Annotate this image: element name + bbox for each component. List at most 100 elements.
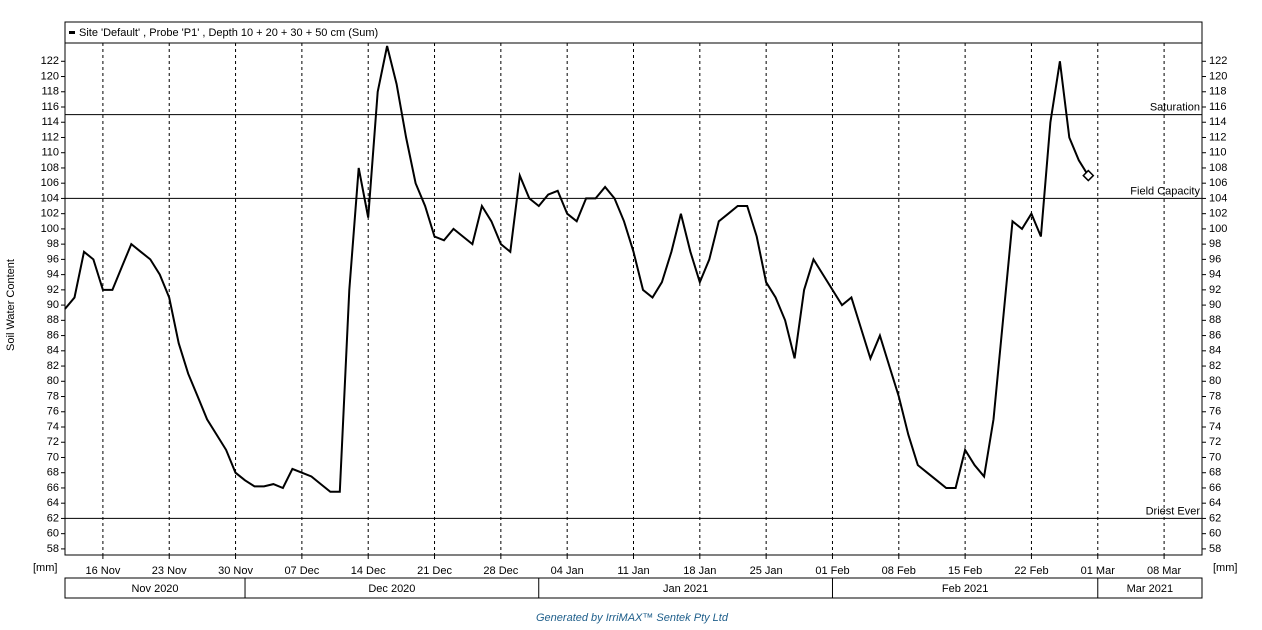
y2-tick-label: 104 (1209, 192, 1227, 204)
y-tick-label: 90 (47, 299, 59, 311)
y-tick-label: 66 (47, 482, 59, 494)
y-tick-label: 64 (47, 497, 59, 509)
y2-tick-label: 68 (1209, 467, 1221, 479)
y2-tick-label: 100 (1209, 223, 1227, 235)
x-tick-label: 08 Feb (882, 565, 916, 577)
y-tick-label: 102 (41, 208, 59, 220)
y2-tick-label: 94 (1209, 269, 1221, 281)
y2-tick-label: 70 (1209, 451, 1221, 463)
footer: Generated by IrriMAX™ Sentek Pty Ltd (536, 612, 729, 624)
y-tick-label: 70 (47, 451, 59, 463)
y2-tick-label: 102 (1209, 208, 1227, 220)
y-tick-label: 88 (47, 314, 59, 326)
reference-label: Driest Ever (1146, 505, 1201, 517)
y2-tick-label: 84 (1209, 345, 1221, 357)
y-unit-left: [mm] (33, 562, 57, 574)
y-tick-label: 120 (41, 70, 59, 82)
y2-tick-label: 66 (1209, 482, 1221, 494)
y-tick-label: 112 (41, 131, 59, 143)
reference-label: Field Capacity (1130, 185, 1200, 197)
y2-tick-label: 72 (1209, 436, 1221, 448)
y-tick-label: 122 (41, 55, 59, 67)
legend-swatch (69, 31, 75, 34)
x-tick-label: 22 Feb (1014, 565, 1048, 577)
y-tick-label: 118 (41, 86, 59, 98)
month-label: Jan 2021 (663, 583, 708, 595)
y2-tick-label: 64 (1209, 497, 1221, 509)
y2-tick-label: 90 (1209, 299, 1221, 311)
y2-tick-label: 86 (1209, 329, 1221, 341)
x-tick-label: 23 Nov (152, 565, 187, 577)
x-tick-label: 01 Mar (1081, 565, 1116, 577)
y-tick-label: 84 (47, 345, 59, 357)
month-band (64, 577, 1203, 599)
legend-label: Site 'Default' , Probe 'P1' , Depth 10 +… (79, 27, 378, 39)
reference-label: Saturation (1150, 102, 1200, 114)
x-tick-label: 08 Mar (1147, 565, 1182, 577)
y-tick-label: 100 (41, 223, 59, 235)
y2-tick-label: 80 (1209, 375, 1221, 387)
x-tick-label: 25 Jan (750, 565, 783, 577)
y2-tick-label: 114 (1209, 116, 1227, 128)
y-tick-label: 80 (47, 375, 59, 387)
y-tick-label: 110 (41, 147, 59, 159)
y-tick-label: 82 (47, 360, 59, 372)
y2-tick-label: 88 (1209, 314, 1221, 326)
x-tick-label: 28 Dec (483, 565, 518, 577)
x-tick-label: 15 Feb (948, 565, 982, 577)
y-tick-label: 98 (47, 238, 59, 250)
y2-tick-label: 108 (1209, 162, 1227, 174)
x-tick-label: 14 Dec (351, 565, 386, 577)
month-label: Feb 2021 (942, 583, 988, 595)
plot-area (64, 42, 1203, 556)
y-tick-label: 108 (41, 162, 59, 174)
y-tick-label: 58 (47, 543, 59, 555)
y2-tick-label: 62 (1209, 512, 1221, 524)
y-tick-label: 86 (47, 329, 59, 341)
y-tick-label: 104 (41, 192, 59, 204)
x-tick-label: 18 Jan (683, 565, 716, 577)
series-line (64, 45, 1090, 493)
y2-tick-label: 82 (1209, 360, 1221, 372)
y-tick-label: 60 (47, 528, 59, 540)
x-tick-label: 30 Nov (218, 565, 253, 577)
x-tick-label: 16 Nov (85, 565, 120, 577)
y-axis-label: Soil Water Content (5, 259, 17, 351)
x-tick-label: 01 Feb (815, 565, 849, 577)
y2-tick-label: 98 (1209, 238, 1221, 250)
y-unit-right: [mm] (1213, 562, 1237, 574)
month-label: Mar 2021 (1127, 583, 1173, 595)
y2-tick-label: 118 (1209, 86, 1227, 98)
y2-tick-label: 78 (1209, 390, 1221, 402)
y2-tick-label: 122 (1209, 55, 1227, 67)
y2-tick-label: 58 (1209, 543, 1221, 555)
y-tick-label: 76 (47, 406, 59, 418)
y2-tick-label: 60 (1209, 528, 1221, 540)
y2-tick-label: 110 (1209, 147, 1227, 159)
y-tick-label: 68 (47, 467, 59, 479)
y2-tick-label: 96 (1209, 253, 1221, 265)
y2-tick-label: 116 (1209, 101, 1227, 113)
y-tick-label: 114 (41, 116, 59, 128)
month-label: Nov 2020 (131, 583, 178, 595)
end-marker (1082, 169, 1095, 182)
y-tick-label: 72 (47, 436, 59, 448)
y2-tick-label: 120 (1209, 70, 1227, 82)
y2-tick-label: 112 (1209, 131, 1227, 143)
y2-tick-label: 74 (1209, 421, 1221, 433)
y-tick-label: 78 (47, 390, 59, 402)
x-tick-label: 07 Dec (284, 565, 319, 577)
x-tick-label: 11 Jan (617, 565, 649, 577)
y-tick-label: 96 (47, 253, 59, 265)
y2-tick-label: 106 (1209, 177, 1227, 189)
y-tick-label: 106 (41, 177, 59, 189)
y2-tick-label: 76 (1209, 406, 1221, 418)
month-label: Dec 2020 (368, 583, 415, 595)
x-tick-label: 04 Jan (551, 565, 584, 577)
x-tick-label: 21 Dec (417, 565, 452, 577)
y-tick-label: 94 (47, 269, 59, 281)
y-tick-label: 92 (47, 284, 59, 296)
y-tick-label: 62 (47, 512, 59, 524)
